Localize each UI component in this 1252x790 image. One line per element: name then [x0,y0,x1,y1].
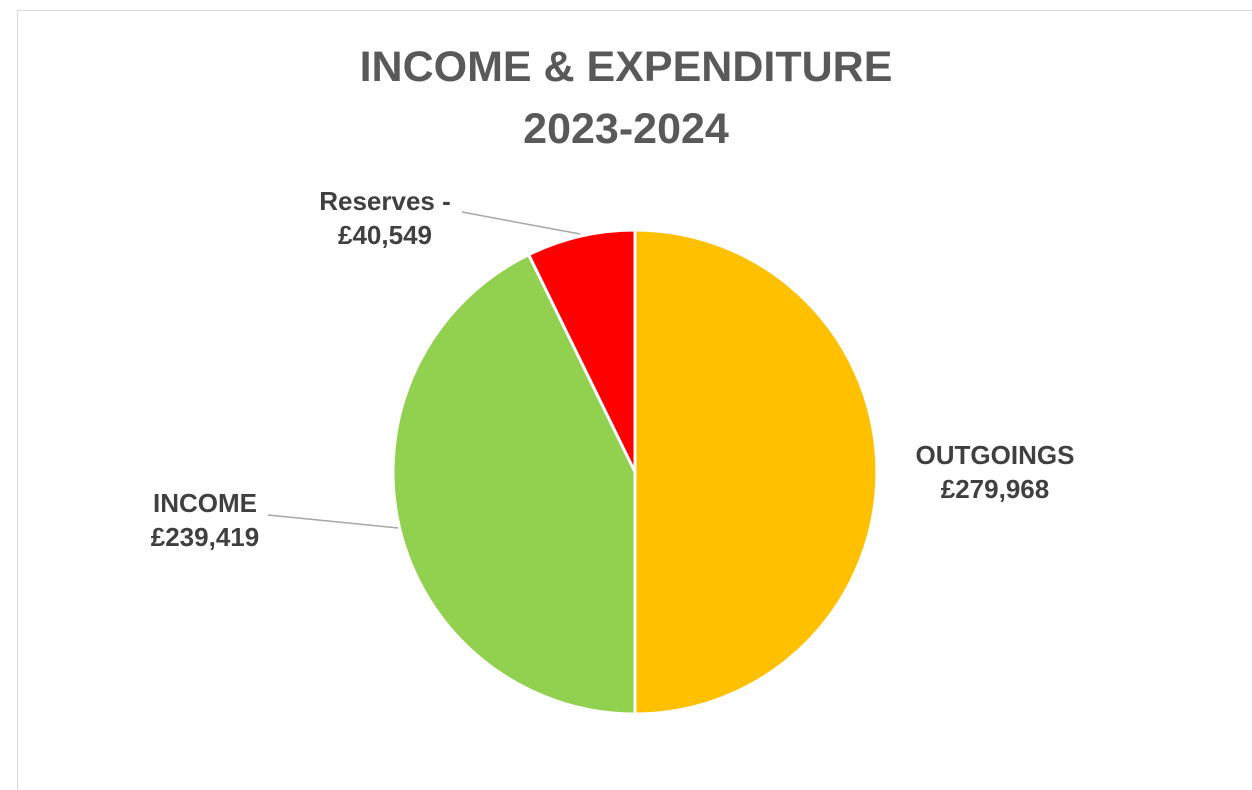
label-outgoings: OUTGOINGS £279,968 [890,438,1100,506]
label-reserves: Reserves - £40,549 [300,184,470,252]
label-reserves-value: £40,549 [338,220,432,250]
slice-income [391,253,637,716]
label-outgoings-name: OUTGOINGS [915,440,1075,470]
slice-reserves [527,228,637,474]
label-reserves-name: Reserves - [319,186,451,216]
chart-title: INCOME & EXPENDITURE [359,43,893,91]
leader-line-reserves [461,211,581,235]
label-income-name: INCOME [153,488,257,518]
label-outgoings-value: £279,968 [940,474,1050,504]
label-income: INCOME £239,419 [120,486,290,554]
chart-subtitle: 2023-2024 [523,105,729,153]
leader-line-income [267,514,399,529]
label-income-value: £239,419 [150,522,260,552]
slice-outgoings [633,228,879,716]
